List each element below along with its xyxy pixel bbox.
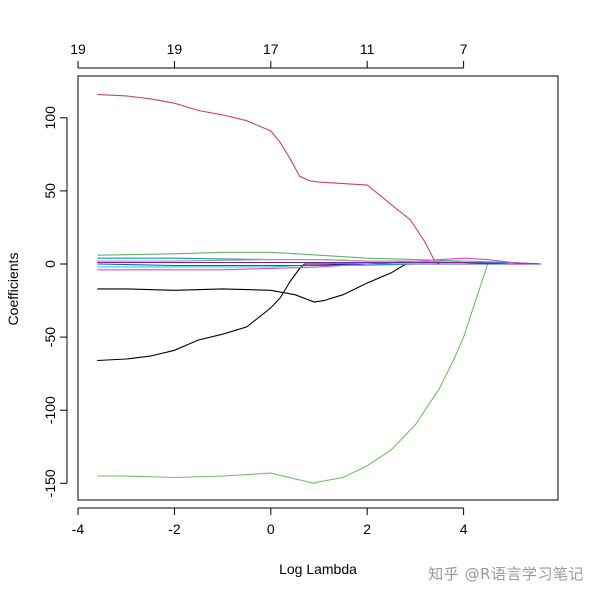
top-tick-label: 19 xyxy=(167,41,183,57)
x-axis: -4 -2 0 2 4 xyxy=(72,507,468,537)
x-tick-label: 0 xyxy=(267,521,275,537)
series-line-5 xyxy=(97,251,541,265)
x-tick-label: 4 xyxy=(460,521,468,537)
y-tick-label: -50 xyxy=(42,327,58,347)
y-tick-label: -100 xyxy=(42,396,58,424)
top-tick-label: 19 xyxy=(70,41,86,57)
y-axis-title: Coefficients xyxy=(5,253,21,326)
x-axis-title: Log Lambda xyxy=(279,561,357,577)
top-tick-label: 11 xyxy=(360,41,375,57)
top-tick-label: 7 xyxy=(460,41,468,57)
x-tick-label: -4 xyxy=(72,521,85,537)
series-line-3 xyxy=(97,263,541,362)
y-tick-label: 100 xyxy=(42,106,58,130)
x-tick-label: 2 xyxy=(363,521,371,537)
x-tick-label: -2 xyxy=(168,521,181,537)
y-tick-label: 0 xyxy=(42,260,58,268)
y-axis: -150 -100 -50 0 50 100 xyxy=(42,106,68,497)
series-line-11 xyxy=(97,261,541,265)
series-line-2 xyxy=(97,263,541,484)
watermark: 知乎 @R语言学习笔记 xyxy=(428,565,584,583)
top-axis: 19 19 17 11 7 xyxy=(70,41,468,69)
top-tick-label: 17 xyxy=(263,41,279,57)
y-tick-label: 50 xyxy=(42,183,58,199)
plot-frame xyxy=(77,75,559,501)
series-layer xyxy=(97,93,541,484)
y-tick-label: -150 xyxy=(42,469,58,497)
series-line-1 xyxy=(97,93,541,265)
